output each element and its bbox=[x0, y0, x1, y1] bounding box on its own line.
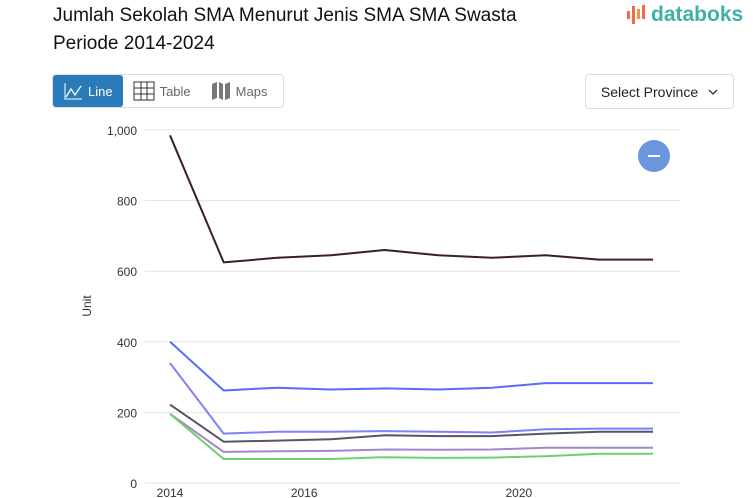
logo-text: databoks bbox=[651, 3, 744, 26]
y-tick-label: 0 bbox=[130, 477, 137, 491]
tab-table[interactable]: Table bbox=[123, 75, 201, 107]
view-tabs: Line Table Maps bbox=[52, 74, 284, 108]
table-icon bbox=[133, 81, 155, 101]
y-axis-label: Unit bbox=[80, 295, 94, 317]
y-tick-label: 600 bbox=[117, 265, 137, 279]
series-line bbox=[169, 413, 653, 460]
series-line bbox=[169, 134, 653, 264]
logo-bars-icon bbox=[627, 5, 645, 24]
y-tick-label: 800 bbox=[117, 195, 137, 209]
series-line bbox=[169, 341, 653, 392]
line-chart-icon bbox=[64, 83, 82, 100]
y-tick-label: 200 bbox=[117, 406, 137, 420]
province-select-label: Select Province bbox=[600, 83, 699, 100]
y-tick-label: 400 bbox=[117, 336, 137, 350]
tab-line-label: Line bbox=[88, 83, 113, 99]
province-select[interactable]: Select Province bbox=[585, 74, 734, 109]
tab-maps-label: Maps bbox=[235, 83, 268, 99]
series-line bbox=[169, 362, 653, 435]
tab-table-label: Table bbox=[159, 83, 191, 99]
chevron-down-icon bbox=[708, 89, 718, 95]
y-tick-label: 1,000 bbox=[107, 124, 137, 138]
tab-line[interactable]: Line bbox=[53, 75, 123, 107]
x-tick-label: 2014 bbox=[157, 486, 184, 498]
x-tick-label: 2020 bbox=[505, 486, 532, 498]
legend-toggle-button[interactable] bbox=[638, 140, 670, 172]
x-tick-label: 2016 bbox=[291, 486, 318, 498]
tab-maps[interactable]: Maps bbox=[201, 75, 278, 107]
databoks-logo: databoks bbox=[626, 3, 743, 27]
series-line bbox=[169, 403, 653, 443]
series-line bbox=[169, 412, 653, 453]
map-icon bbox=[211, 82, 230, 100]
minus-icon bbox=[648, 155, 660, 157]
chart-title: Jumlah Sekolah SMA Menurut Jenis SMA SMA… bbox=[53, 5, 517, 54]
